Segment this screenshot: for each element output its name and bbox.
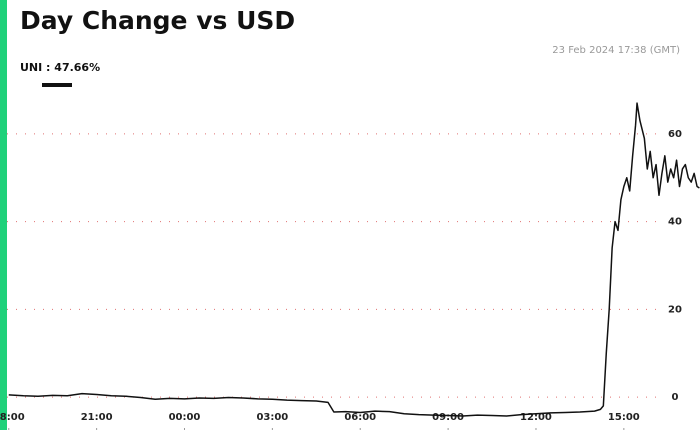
y-tick-label: 60: [668, 129, 682, 140]
x-tick-label: 09:00: [432, 412, 464, 423]
x-tick-label: 00:00: [169, 412, 201, 423]
x-tick-label: 21:00: [81, 412, 113, 423]
x-tick-label: 18:00: [0, 412, 25, 423]
accent-bar: [0, 0, 7, 430]
y-tick-label: 20: [668, 304, 682, 315]
x-tick-label: 15:00: [608, 412, 640, 423]
x-tick-label: 03:00: [256, 412, 288, 423]
data-line: [8, 102, 700, 417]
y-tick-label: 40: [668, 217, 682, 228]
chart-title: Day Change vs USD: [20, 6, 295, 35]
legend-label: UNI : 47.66%: [20, 61, 100, 74]
x-tick-label: 12:00: [520, 412, 552, 423]
y-tick-label: 0: [672, 392, 679, 403]
timestamp: 23 Feb 2024 17:38 (GMT): [552, 45, 680, 56]
x-tick-label: 06:00: [344, 412, 376, 423]
